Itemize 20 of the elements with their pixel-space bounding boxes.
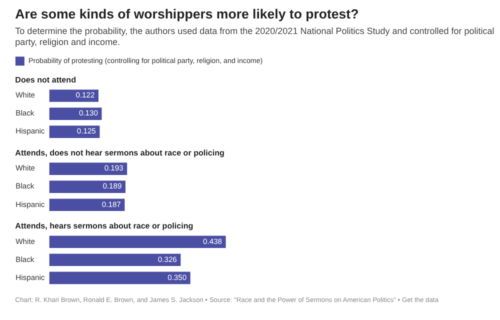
y-tick-label: White <box>16 90 36 100</box>
y-tick-label: Black <box>16 182 34 191</box>
data-label: 0.350 <box>168 272 187 282</box>
data-label: 0.130 <box>78 108 98 118</box>
text: Are some kinds of worshippers more likely to protest? <box>15 6 359 22</box>
data-label: 0.438 <box>203 236 222 246</box>
data-label: 0.125 <box>76 126 96 136</box>
y-tick-label: White <box>16 236 36 246</box>
data-label: 0.326 <box>158 254 177 264</box>
data-label: 0.187 <box>102 200 121 209</box>
y-tick-label: Black <box>16 254 34 264</box>
y-tick-label: Black <box>16 108 34 118</box>
y-tick-label: White <box>16 164 36 173</box>
y-tick-label: Hispanic <box>16 126 45 136</box>
data-label: 0.189 <box>102 182 122 191</box>
text: To determine the probability, the authors used data from the 2020/2021 National Politics Study and controlled for political party, religion and income. <box>15 26 494 47</box>
data-label: 0.122 <box>76 90 95 100</box>
data-label: 0.193 <box>104 164 124 173</box>
y-tick-label: Hispanic <box>16 200 45 209</box>
y-tick-label: Hispanic <box>16 272 45 282</box>
